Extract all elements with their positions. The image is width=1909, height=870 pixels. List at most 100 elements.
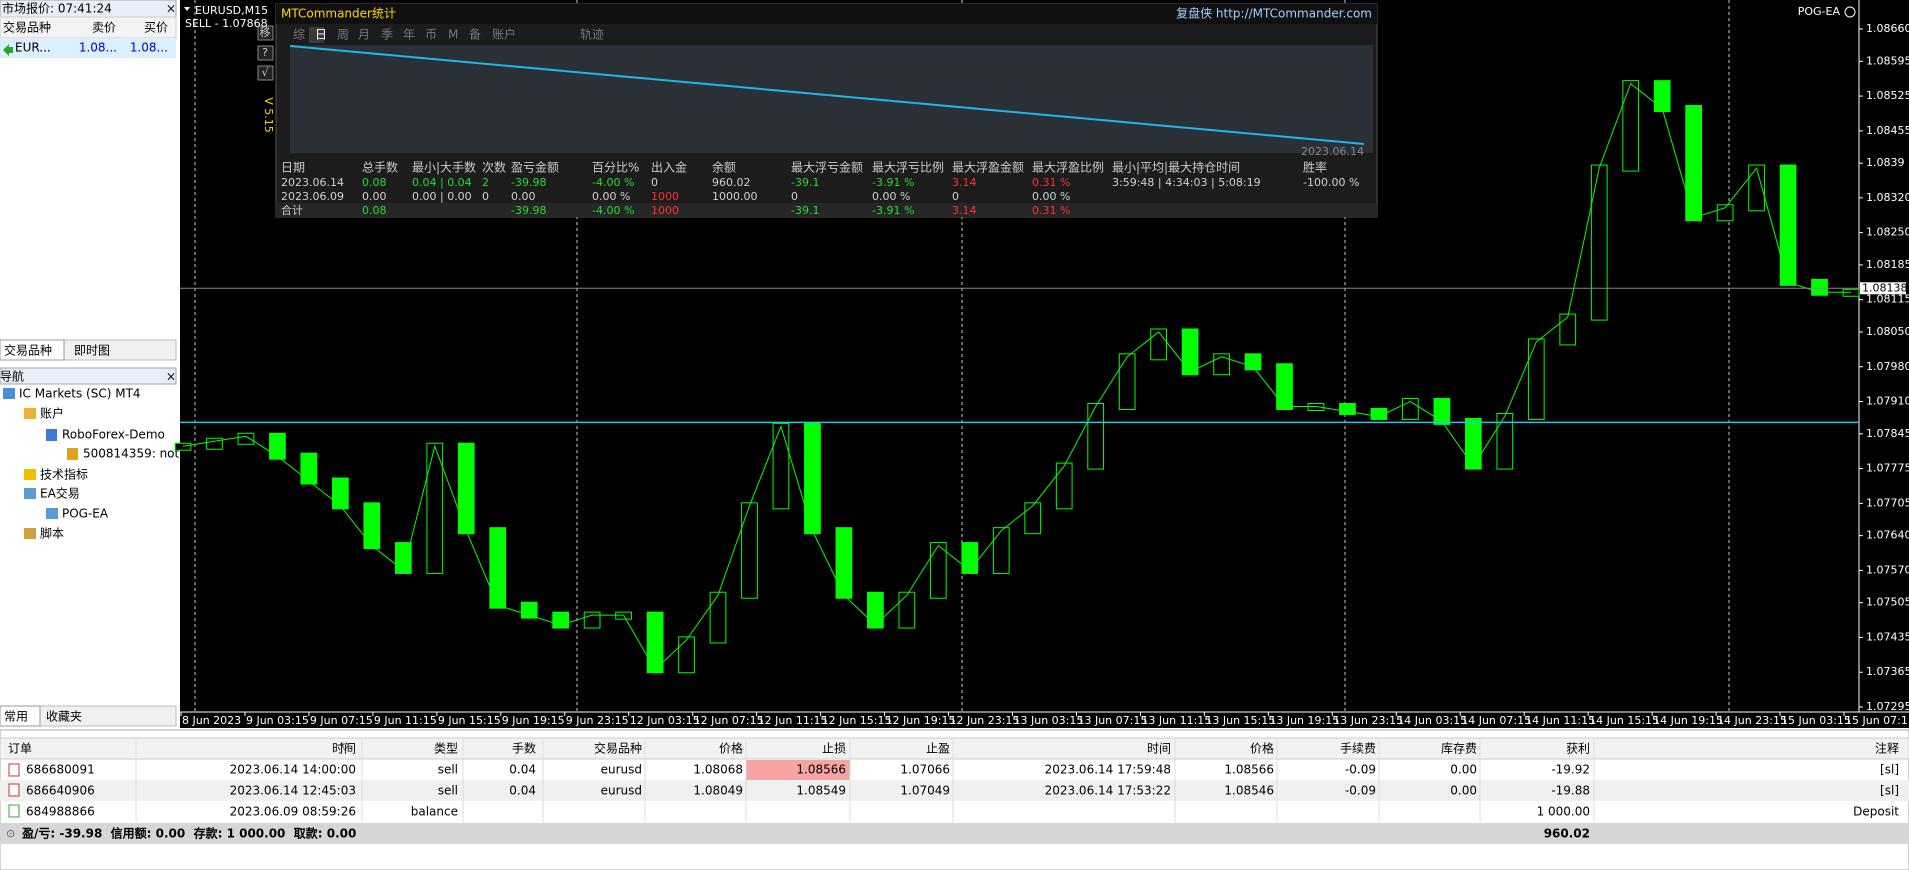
price-line <box>182 82 1851 671</box>
candle <box>1055 462 1073 510</box>
mtc-tab[interactable]: 季 <box>381 28 393 42</box>
mtc-cell: 3:59:48 | 4:34:03 | 5:08:19 <box>1112 176 1261 189</box>
column-header[interactable]: 止损 <box>822 742 846 756</box>
candle <box>331 477 349 510</box>
mtc-button-label[interactable]: 移 <box>260 26 271 39</box>
column-header[interactable]: 交易品种 <box>594 741 642 756</box>
column-header[interactable]: 类型 <box>434 742 458 756</box>
column-header: 卖价 <box>92 21 116 35</box>
candle <box>1653 80 1671 112</box>
candle <box>457 442 475 535</box>
tree-item[interactable]: RoboForex-Demo <box>62 428 165 442</box>
x-tick-label: 9 Jun 19:15 <box>502 714 565 727</box>
mtc-cell: 0.08 <box>362 176 387 189</box>
mtc-tab[interactable]: M <box>448 28 458 42</box>
tree-item[interactable]: IC Markets (SC) MT4 <box>19 387 141 401</box>
x-tick-label: 15 Jun 07:15 <box>1845 714 1909 727</box>
mtc-cell: 0 <box>651 176 658 189</box>
y-tick-label: 1.0839 <box>1866 156 1905 169</box>
column-header[interactable]: 订单 <box>8 742 32 756</box>
up-arrow-icon <box>3 44 13 56</box>
mtc-cell: 1000.00 <box>712 190 758 203</box>
tree-item[interactable]: POG-EA <box>62 507 109 521</box>
tree-item[interactable]: EA交易 <box>40 486 80 501</box>
candle <box>898 591 916 629</box>
cell: 2023.06.14 12:45:03 <box>230 784 356 798</box>
icon <box>46 508 58 519</box>
mtc-chart-date: 2023.06.14 <box>1301 145 1364 158</box>
active-tab[interactable] <box>0 705 41 727</box>
column-header[interactable]: 时间 <box>332 742 356 756</box>
close-button[interactable]: × <box>166 2 176 16</box>
y-tick-label: 1.07640 <box>1866 529 1909 542</box>
candle <box>426 442 444 574</box>
icon <box>8 804 20 818</box>
mtc-col-header: 最大浮亏金额 <box>791 160 863 175</box>
mtc-button-label[interactable]: √ <box>261 66 269 79</box>
mtc-tab[interactable]: 综 <box>293 28 305 42</box>
mtc-tab[interactable]: 币 <box>425 28 437 42</box>
mtc-tab[interactable]: 备 <box>469 28 481 42</box>
tree-item[interactable]: 500814359: not <box>83 447 180 461</box>
column-header[interactable]: 价格 <box>1250 741 1274 756</box>
column-header[interactable]: 手数 <box>512 741 536 756</box>
mtc-button[interactable] <box>257 45 274 61</box>
tab[interactable]: 收藏夹 <box>46 710 82 724</box>
mtc-title: MTCommander统计 <box>281 7 396 21</box>
column-header[interactable]: 手续费 <box>1340 742 1376 756</box>
x-tick-label: 9 Jun 23:15 <box>566 714 629 727</box>
tree-icons <box>3 388 78 539</box>
bid-label-bg <box>1860 282 1906 295</box>
y-tick-label: 1.08525 <box>1866 89 1909 102</box>
tab[interactable]: 常用 <box>4 710 28 724</box>
cell: 1.08546 <box>1224 784 1274 798</box>
candle <box>520 601 538 619</box>
tree-item[interactable]: 脚本 <box>40 526 64 541</box>
candle <box>269 432 286 460</box>
mtc-col-header: 最小|平均|最大持仓时间 <box>1112 160 1240 175</box>
tree-item[interactable]: 账户 <box>40 406 64 421</box>
column-header[interactable]: 价格 <box>719 741 743 756</box>
x-tick-label: 8 Jun 2023 <box>182 714 241 727</box>
column-header[interactable]: 时间 <box>1147 742 1171 756</box>
mtc-tab[interactable]: 账户 <box>492 27 516 42</box>
column-header[interactable]: 止盈 <box>926 742 950 756</box>
column-header: 买价 <box>144 21 168 35</box>
mtc-active-tab[interactable] <box>309 27 324 43</box>
tree-item[interactable]: 技术指标 <box>40 467 88 482</box>
icon <box>67 448 78 460</box>
candle <box>1622 80 1640 172</box>
cell: 2023.06.14 17:53:22 <box>1045 784 1171 798</box>
mtc-tab[interactable]: 轨迹 <box>580 28 604 42</box>
tab[interactable]: 交易品种 <box>4 343 52 358</box>
active-tab[interactable] <box>0 339 65 361</box>
cell: 1.07049 <box>900 784 950 798</box>
mtc-button[interactable] <box>257 65 274 81</box>
cell: 1.08... <box>79 41 117 55</box>
mtc-cell: 0.08 <box>362 204 387 217</box>
mtc-tab[interactable]: 月 <box>358 28 370 42</box>
mtc-tab[interactable]: 年 <box>403 28 415 42</box>
mtc-tab[interactable]: 周 <box>337 28 349 42</box>
column-header[interactable]: 注释 <box>1875 741 1899 756</box>
candle <box>1339 402 1356 415</box>
sort-indicator[interactable] <box>340 743 350 751</box>
column-header[interactable]: 获利 <box>1566 742 1590 756</box>
tab[interactable]: 即时图 <box>74 344 110 358</box>
column-header[interactable]: 库存费 <box>1441 741 1477 756</box>
mtc-col-header: 胜率 <box>1303 160 1327 175</box>
chart-menu-icon[interactable] <box>184 7 190 11</box>
candle <box>678 636 695 674</box>
close-button[interactable]: × <box>166 370 176 384</box>
mtc-titlebar <box>276 4 1377 24</box>
mtc-tab[interactable]: 日 <box>315 28 327 42</box>
mtc-cell: 0.00 % <box>592 190 630 203</box>
candle <box>1150 328 1167 361</box>
mtc-cell: 3.14 <box>952 204 977 217</box>
cell: 1.08549 <box>796 784 846 798</box>
mtc-button-label[interactable]: ? <box>262 46 268 59</box>
mtc-button[interactable] <box>257 25 274 41</box>
candle <box>1496 412 1514 470</box>
mtc-col-header: 最大浮盈金额 <box>952 160 1024 175</box>
